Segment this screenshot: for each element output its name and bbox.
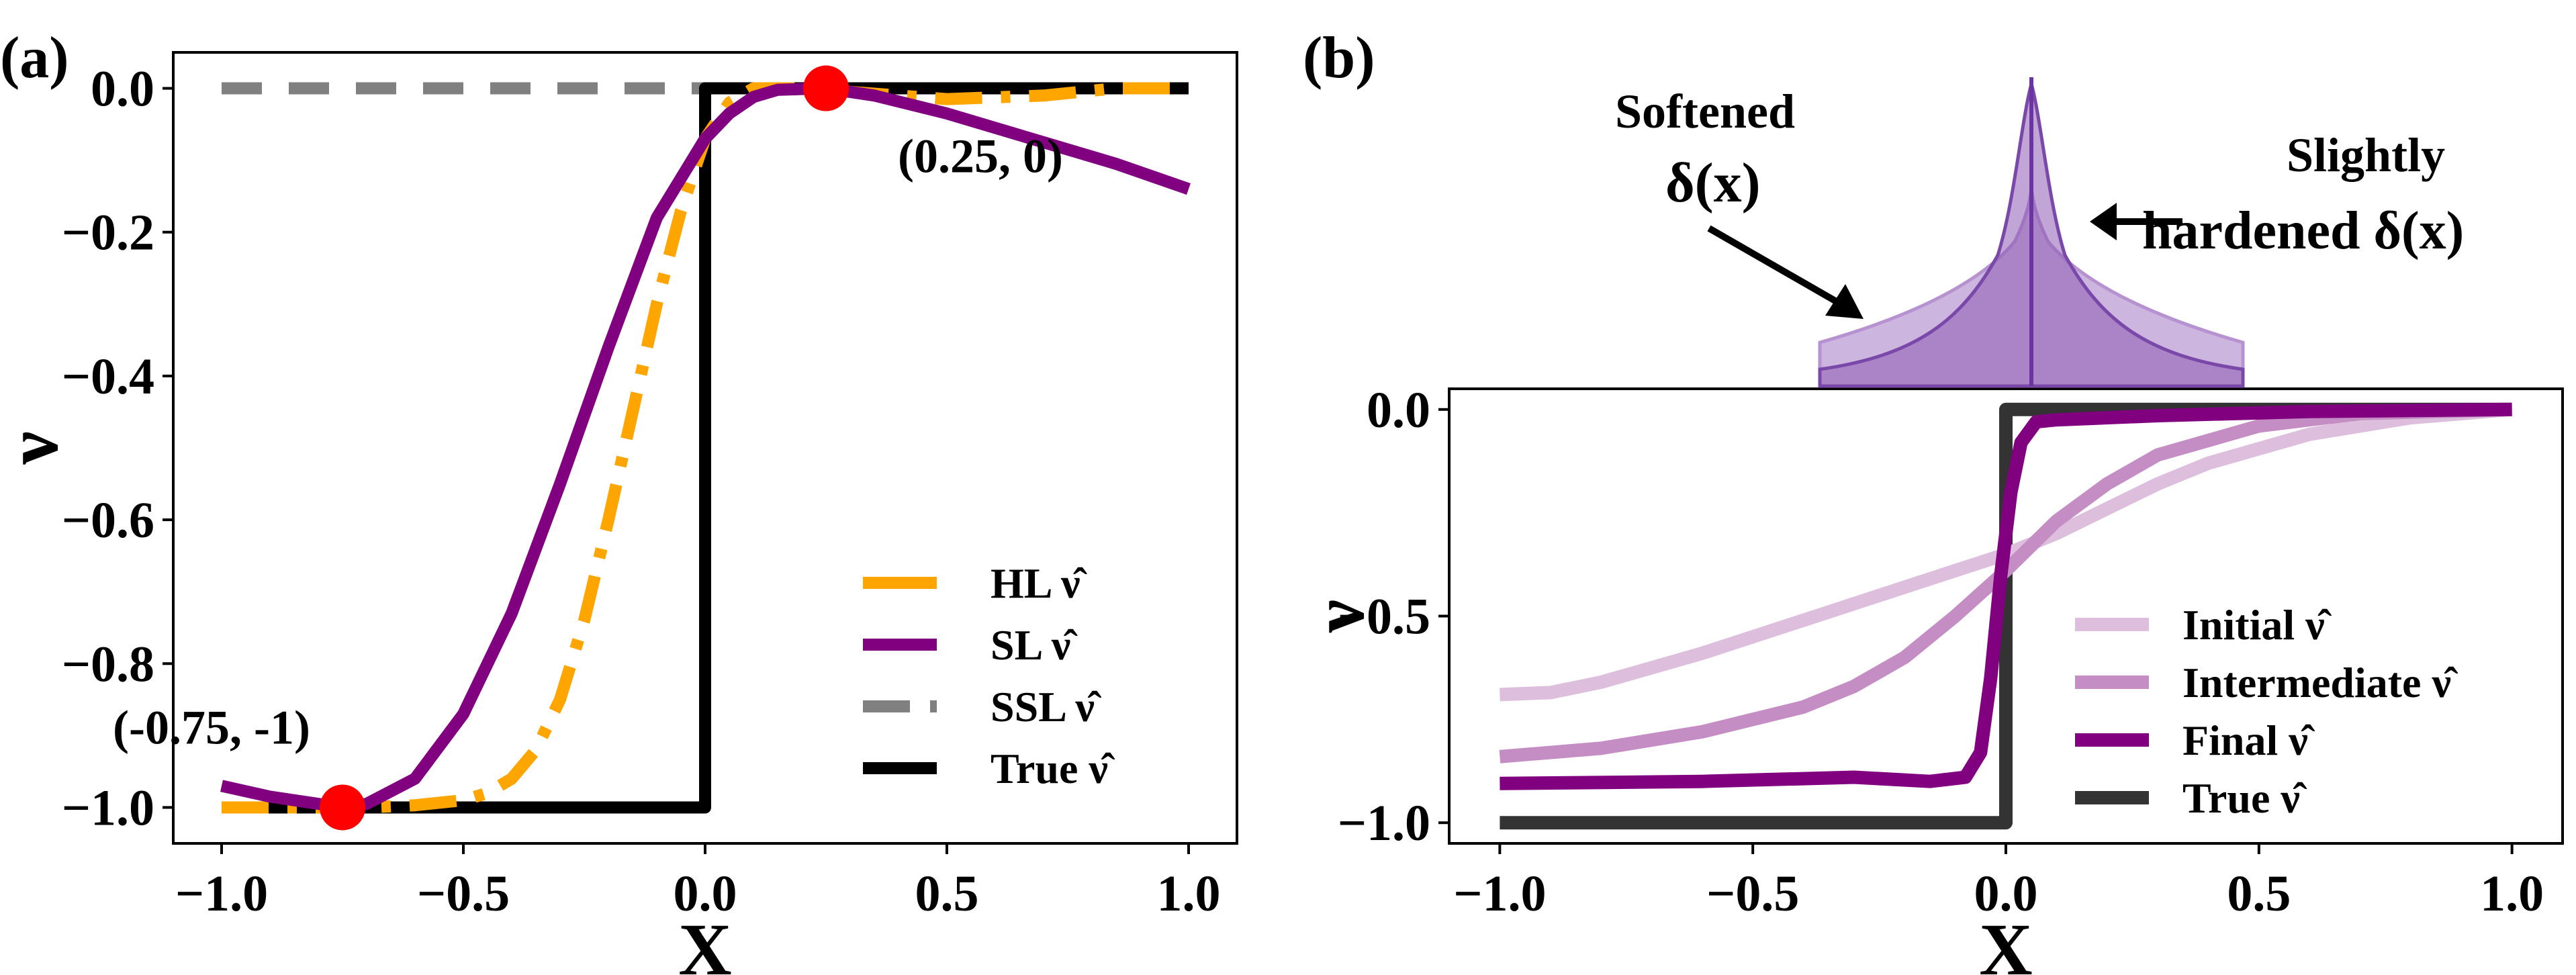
series-line-true	[222, 82, 1189, 814]
x-tick-label: −0.5	[1706, 866, 1799, 922]
y-axis-label: ν	[0, 431, 73, 465]
legend-label: Final ν̂	[2182, 716, 2315, 764]
y-tick-label: −0.6	[62, 492, 154, 549]
x-axis-label: X	[678, 909, 731, 975]
legend-label: SL ν̂	[991, 621, 1078, 669]
panel-a-chart: −1.0 −0.5 0.0 0.5 1.0 0.0 −0.2 −0.4 −0.6 −0.8 −1.0…	[0, 51, 1238, 975]
highlight-point	[320, 784, 365, 831]
x-tick-label: 1.0	[1157, 866, 1221, 922]
inset-annotation-softened: Softened	[1615, 85, 1795, 138]
x-axis-label: X	[1979, 909, 2032, 975]
highlight-point	[803, 65, 849, 111]
legend-label: True ν̂	[2182, 774, 2307, 822]
legend-label: HL ν̂	[991, 559, 1088, 607]
x-tick-label: 0.0	[1974, 866, 2038, 922]
x-tick-label: −1.0	[1453, 866, 1546, 922]
highlight-point-label: (-0.75, -1)	[113, 700, 310, 754]
inset-annotation-softened-delta: δ(x)	[1665, 152, 1761, 214]
legend-label: True ν̂	[991, 745, 1115, 792]
x-tick-label: 0.5	[915, 866, 979, 922]
y-tick-label: −0.8	[62, 636, 154, 692]
x-tick-label: −0.5	[417, 866, 510, 922]
inset-annotation-hardened-delta: hardened δ(x)	[2142, 201, 2464, 261]
arrow-hardened-head	[2090, 203, 2117, 240]
x-tick-label: 1.0	[2480, 866, 2544, 922]
panel-b-chart: −1.0 −0.5 0.0 0.5 1.0 0.0 −0.5 −1.0 Xν Initial ν̂…	[1297, 382, 2564, 975]
x-tick-label: 0.0	[674, 866, 737, 922]
y-tick-label: −1.0	[62, 780, 154, 836]
legend-label: SSL ν̂	[991, 683, 1102, 731]
arrow-softened	[1707, 225, 1845, 309]
highlight-point-label: (0.25, 0)	[898, 130, 1063, 183]
panel-b-label: (b)	[1303, 26, 1375, 91]
panel-a-label: (a)	[0, 26, 69, 91]
y-tick-label: −0.2	[62, 205, 154, 261]
legend-label: Initial ν̂	[2182, 601, 2332, 649]
x-tick-label: 0.5	[2227, 866, 2291, 922]
y-tick-label: −1.0	[1338, 795, 1430, 851]
y-tick-label: 0.0	[1367, 382, 1430, 438]
arrow-softened-head	[1825, 284, 1864, 319]
y-tick-label: −0.4	[62, 349, 154, 405]
y-axis-label: ν	[1297, 600, 1379, 633]
y-tick-label: −0.5	[1338, 589, 1430, 645]
legend-label: Intermediate ν̂	[2182, 659, 2458, 706]
series-line-true	[1500, 402, 2512, 830]
series-line-final	[1500, 402, 2512, 790]
inset-annotation-slightly: Slightly	[2287, 128, 2445, 182]
inset-delta-plot: Softened δ(x) Slightly hardened δ(x)	[1615, 77, 2464, 388]
x-tick-label: −1.0	[175, 866, 268, 922]
y-tick-label: 0.0	[91, 61, 154, 118]
